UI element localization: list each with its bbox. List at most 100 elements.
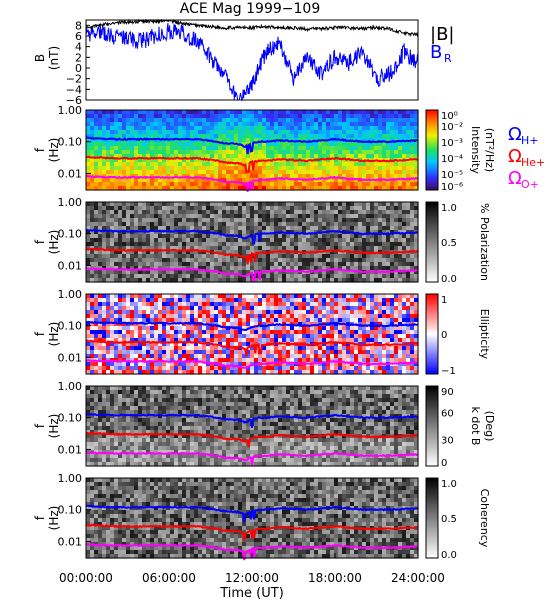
spectrogram-cell [110,114,115,119]
spectrogram-cell [334,114,339,119]
spectrogram-cell [334,278,339,283]
spectrogram-cell [170,346,175,351]
spectrogram-cell [334,202,339,207]
spectrogram-cell [222,230,227,235]
spectrogram-cell [190,274,195,279]
spectrogram-cell [366,150,371,155]
spectrogram-cell [410,266,415,271]
spectrogram-cell [150,130,155,135]
spectrogram-cell [194,370,199,375]
spectrogram-cell [210,322,215,327]
spectrogram-cell [158,154,163,159]
spectrogram-cell [230,318,235,323]
gyro-line-Heplus [85,247,419,265]
spectrogram-cell [178,362,183,367]
spectrogram-cell [198,222,203,227]
spectrogram-cell [254,182,259,187]
spectrogram-cell [122,274,127,279]
spectrogram-cell [386,126,391,131]
spectrogram-cell [322,110,327,115]
spectrogram-cell [294,318,299,323]
spectrogram-cell [270,258,275,263]
spectrogram-cell [242,330,247,335]
spectrogram-cell [350,298,355,303]
spectrogram-cell [362,278,367,283]
spectrogram-cell [162,210,167,215]
spectrogram-cell [262,302,267,307]
spectrogram-cell [326,326,331,331]
spectrogram-cell [214,242,219,247]
spectrogram-cell [334,262,339,267]
spectrogram-cell [226,134,231,139]
spectrogram-cell [250,150,255,155]
spectrogram-cell [210,234,215,239]
spectrogram-cell [342,270,347,275]
spectrogram-cell [194,274,199,279]
spectrogram-cell [106,314,111,319]
spectrogram-cell [98,130,103,135]
spectrogram-cell [318,242,323,247]
spectrogram-cell [118,298,123,303]
spectrogram-cell [378,350,383,355]
spectrogram-cell [174,342,179,347]
spectrogram-cell [362,118,367,123]
spectrogram-cell [266,258,271,263]
spectrogram-cell [370,226,375,231]
spectrogram-cell [86,362,91,367]
spectrogram-cell [198,250,203,255]
spectrogram-cell [198,238,203,243]
spectrogram-cell [142,250,147,255]
spectrogram-cell [286,310,291,315]
spectrogram-cell [102,302,107,307]
spectrogram-cell [282,358,287,363]
spectrogram-cell [162,170,167,175]
spectrogram-cell [382,202,387,207]
spectrogram-cell [378,278,383,283]
spectrogram-cell [170,222,175,227]
spectrogram-cell [162,142,167,147]
spectrogram-cell [134,210,139,215]
spectrogram-cell [250,246,255,251]
spectrogram-cell [278,234,283,239]
gyro-line-Oplus [86,174,418,192]
spectrogram-cell [310,262,315,267]
spectrogram-cell [238,146,243,151]
spectrogram-cell [190,254,195,259]
spectrogram-cell [122,170,127,175]
spectrogram-cell [126,210,131,215]
spectrogram-cell [326,218,331,223]
spectrogram-cell [374,110,379,115]
spectrogram-cell [146,122,151,127]
spectrogram-cell [238,362,243,367]
spectrogram-cell [98,330,103,335]
spectrogram-cell [350,318,355,323]
spectrogram-cell [166,178,171,183]
spectrogram-cell [338,226,343,231]
spectrogram-cell [370,346,375,351]
spectrogram-cell [214,294,219,299]
spectrogram-cell [282,338,287,343]
spectrogram-cell [314,338,319,343]
spectrogram-cell [402,266,407,271]
spectrogram-cell [270,202,275,207]
spectrogram-cell [366,310,371,315]
spectrogram-cell [262,358,267,363]
spectrogram-cell [158,246,163,251]
spectrogram-cell [246,306,251,311]
spectrogram-cell [162,158,167,163]
chart-title: ACE Mag 1999−109 [180,1,320,17]
spectrogram-cell [186,330,191,335]
spectrogram-cell [178,334,183,339]
spectrogram-cell [258,358,263,363]
spectrogram-cell [358,134,363,139]
spectrogram-cell [346,258,351,263]
spectrogram-cell [198,234,203,239]
spectrogram-cell [410,182,415,187]
spectrogram-cell [86,258,91,263]
spectrogram-cell [378,226,383,231]
colorbar-unit: (nT²/Hz) [483,128,496,172]
spectrogram-cell [266,170,271,175]
spectrogram-cell [138,206,143,211]
spectrogram-cell [294,110,299,115]
spectrogram-cell [278,262,283,267]
